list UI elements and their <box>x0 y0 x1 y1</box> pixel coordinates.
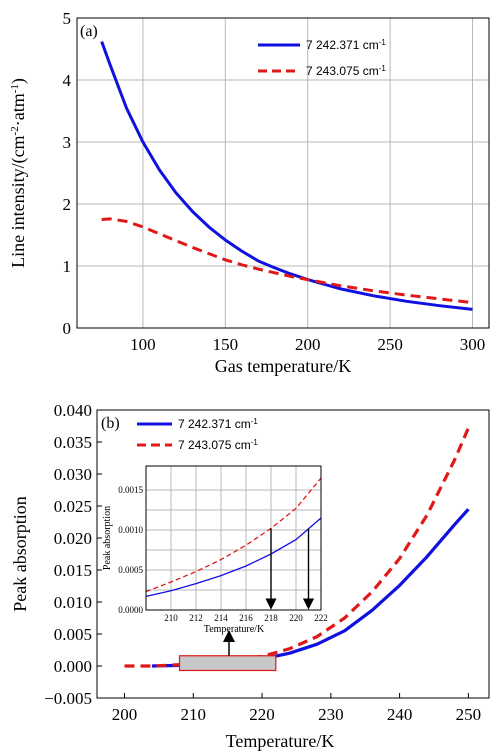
y-tick-label: 0.005 <box>54 625 92 644</box>
series-line-dashed <box>101 217 473 305</box>
inset-y-tick-label: 0.0010 <box>118 525 143 535</box>
panel-b-xlabel: Temperature/K <box>226 731 335 751</box>
inset-x-tick-label: 218 <box>264 613 278 623</box>
panel-a-series <box>100 41 473 311</box>
y-tick-label: 0.030 <box>54 465 92 484</box>
inset-grid <box>146 466 321 610</box>
inset-frame <box>145 465 322 611</box>
inset-x-tick-label: 220 <box>289 613 303 623</box>
y-tick-label: 3 <box>63 133 72 152</box>
panel-a-label: (a) <box>80 23 98 40</box>
inset-chart: 210 212 214 216 218 220 222 0.0000 0.0005 0.0010 0… <box>102 465 328 635</box>
panel-a-ticks: 100 150 200 250 300 0 1 2 3 4 5 <box>63 9 486 354</box>
x-tick-label: 100 <box>130 335 156 354</box>
inset-x-tick-label: 210 <box>164 613 178 623</box>
y-tick-label: −0.005 <box>44 689 92 708</box>
y-tick-label: 4 <box>63 71 72 90</box>
panel-a-ylabel: Line intensity/(cm-2·atm-1) <box>8 78 29 268</box>
x-tick-label: 250 <box>456 705 482 724</box>
inset-background <box>146 466 321 610</box>
panel-b-frame <box>96 409 490 699</box>
inset-series-line-dashed <box>145 477 322 593</box>
legend-b-label-dashed: 7 243.075 cm-1 <box>178 438 258 452</box>
y-tick-label: 0.025 <box>54 497 92 516</box>
x-tick-label: 200 <box>295 335 321 354</box>
inset-x-tick-label: 212 <box>189 613 203 623</box>
x-tick-label: 240 <box>387 705 413 724</box>
inset-series-line-solid <box>145 517 322 598</box>
panel-b-ylabel: Peak absorption <box>10 496 30 611</box>
inset-arrows <box>265 528 315 610</box>
y-tick-label: 0.000 <box>54 657 92 676</box>
panel-b-ticks: 200 210 220 230 240 250 −0.005 0.000 0.005 0.010 0… <box>44 401 481 724</box>
legend-b-label-solid: 7 242.371 cm-1 <box>178 417 258 431</box>
legend-a-label-solid: 7 242.371 cm-1 <box>306 38 386 52</box>
highlight-region <box>178 655 277 672</box>
inset-series <box>145 477 322 598</box>
x-tick-label: 200 <box>112 705 138 724</box>
panel-a-legend: 7 242.371 cm-1 7 243.075 cm-1 <box>258 38 386 78</box>
x-tick-label: 150 <box>213 335 239 354</box>
y-tick-label: 0 <box>63 319 72 338</box>
y-tick-label: 1 <box>63 257 72 276</box>
y-tick-label: 0.035 <box>54 433 92 452</box>
legend-a-label-dashed: 7 243.075 cm-1 <box>306 64 386 78</box>
panel-a-xlabel: Gas temperature/K <box>215 356 351 376</box>
panel-b-legend: 7 242.371 cm-1 7 243.075 cm-1 <box>137 417 258 452</box>
y-tick-label: 0.020 <box>54 529 92 548</box>
inset-y-tick-label: 0.0000 <box>118 605 143 615</box>
x-tick-label: 300 <box>460 335 486 354</box>
inset-x-tick-label: 216 <box>239 613 253 623</box>
y-tick-label: 0.015 <box>54 561 92 580</box>
x-tick-label: 220 <box>249 705 275 724</box>
inset-ylabel: Peak absorption <box>102 506 113 570</box>
inset-ticks: 210 212 214 216 218 220 222 0.0000 0.0005 0.0010 0… <box>118 485 328 623</box>
x-tick-label: 230 <box>318 705 344 724</box>
panel-a-grid <box>77 18 489 328</box>
series-line-dashed <box>124 427 470 668</box>
x-tick-label: 250 <box>377 335 403 354</box>
y-tick-label: 0.040 <box>54 401 92 420</box>
inset-y-tick-label: 0.0005 <box>118 565 143 575</box>
x-tick-label: 210 <box>181 705 207 724</box>
inset-xlabel: Temperature/K <box>204 624 265 635</box>
panel-a-frame <box>76 17 490 329</box>
y-tick-label: 5 <box>63 9 72 28</box>
series-line-solid <box>100 41 473 311</box>
inset-x-tick-label: 222 <box>314 613 328 623</box>
chart-panel-b: 200 210 220 230 240 250 −0.005 0.000 0.005 0.010 0… <box>10 401 490 751</box>
inset-x-tick-label: 214 <box>214 613 228 623</box>
y-tick-label: 2 <box>63 195 72 214</box>
y-tick-label: 0.010 <box>54 593 92 612</box>
panel-b-label: (b) <box>101 415 120 432</box>
inset-y-tick-label: 0.0015 <box>118 485 143 495</box>
chart-panel-a: 100 150 200 250 300 0 1 2 3 4 5 (a) 7 242.371 cm-1… <box>8 9 490 376</box>
